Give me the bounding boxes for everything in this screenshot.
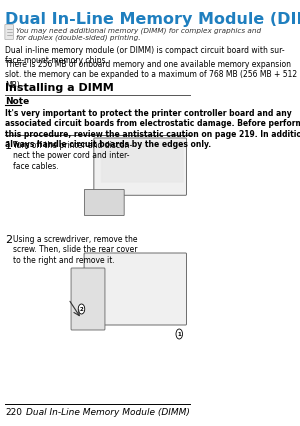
Text: 1: 1 — [5, 141, 12, 151]
Text: Note: Note — [5, 97, 29, 106]
Text: Dual In-Line Memory Module (DIMM): Dual In-Line Memory Module (DIMM) — [26, 407, 190, 416]
FancyBboxPatch shape — [5, 26, 14, 40]
Circle shape — [78, 304, 85, 314]
Text: 2: 2 — [80, 307, 83, 312]
FancyBboxPatch shape — [71, 268, 105, 330]
FancyBboxPatch shape — [94, 139, 186, 196]
Text: Turn off the printer and discon-
nect the power cord and inter-
face cables.: Turn off the printer and discon- nect th… — [13, 141, 132, 170]
Text: Dual In-Line Memory Module (DIMM): Dual In-Line Memory Module (DIMM) — [5, 12, 300, 27]
Text: There is 256 MB of onboard memory and one available memory expansion
slot. the m: There is 256 MB of onboard memory and on… — [5, 60, 297, 89]
FancyBboxPatch shape — [84, 253, 186, 325]
Text: 2: 2 — [5, 234, 12, 245]
Text: Dual in-line memory module (or DIMM) is compact circuit board with sur-
face-mou: Dual in-line memory module (or DIMM) is … — [5, 46, 285, 65]
Text: You may need additional memory (DIMM) for complex graphics and
for duplex (doubl: You may need additional memory (DIMM) fo… — [16, 27, 261, 41]
FancyBboxPatch shape — [84, 190, 124, 216]
Text: 1: 1 — [177, 332, 181, 337]
Text: It's very important to protect the printer controller board and any
associated c: It's very important to protect the print… — [5, 109, 300, 149]
Circle shape — [176, 329, 182, 339]
Text: Using a screwdriver, remove the
screw. Then, slide the rear cover
to the right a: Using a screwdriver, remove the screw. T… — [13, 234, 137, 264]
Text: Installing a DIMM: Installing a DIMM — [5, 83, 114, 93]
Text: 220: 220 — [5, 407, 22, 416]
